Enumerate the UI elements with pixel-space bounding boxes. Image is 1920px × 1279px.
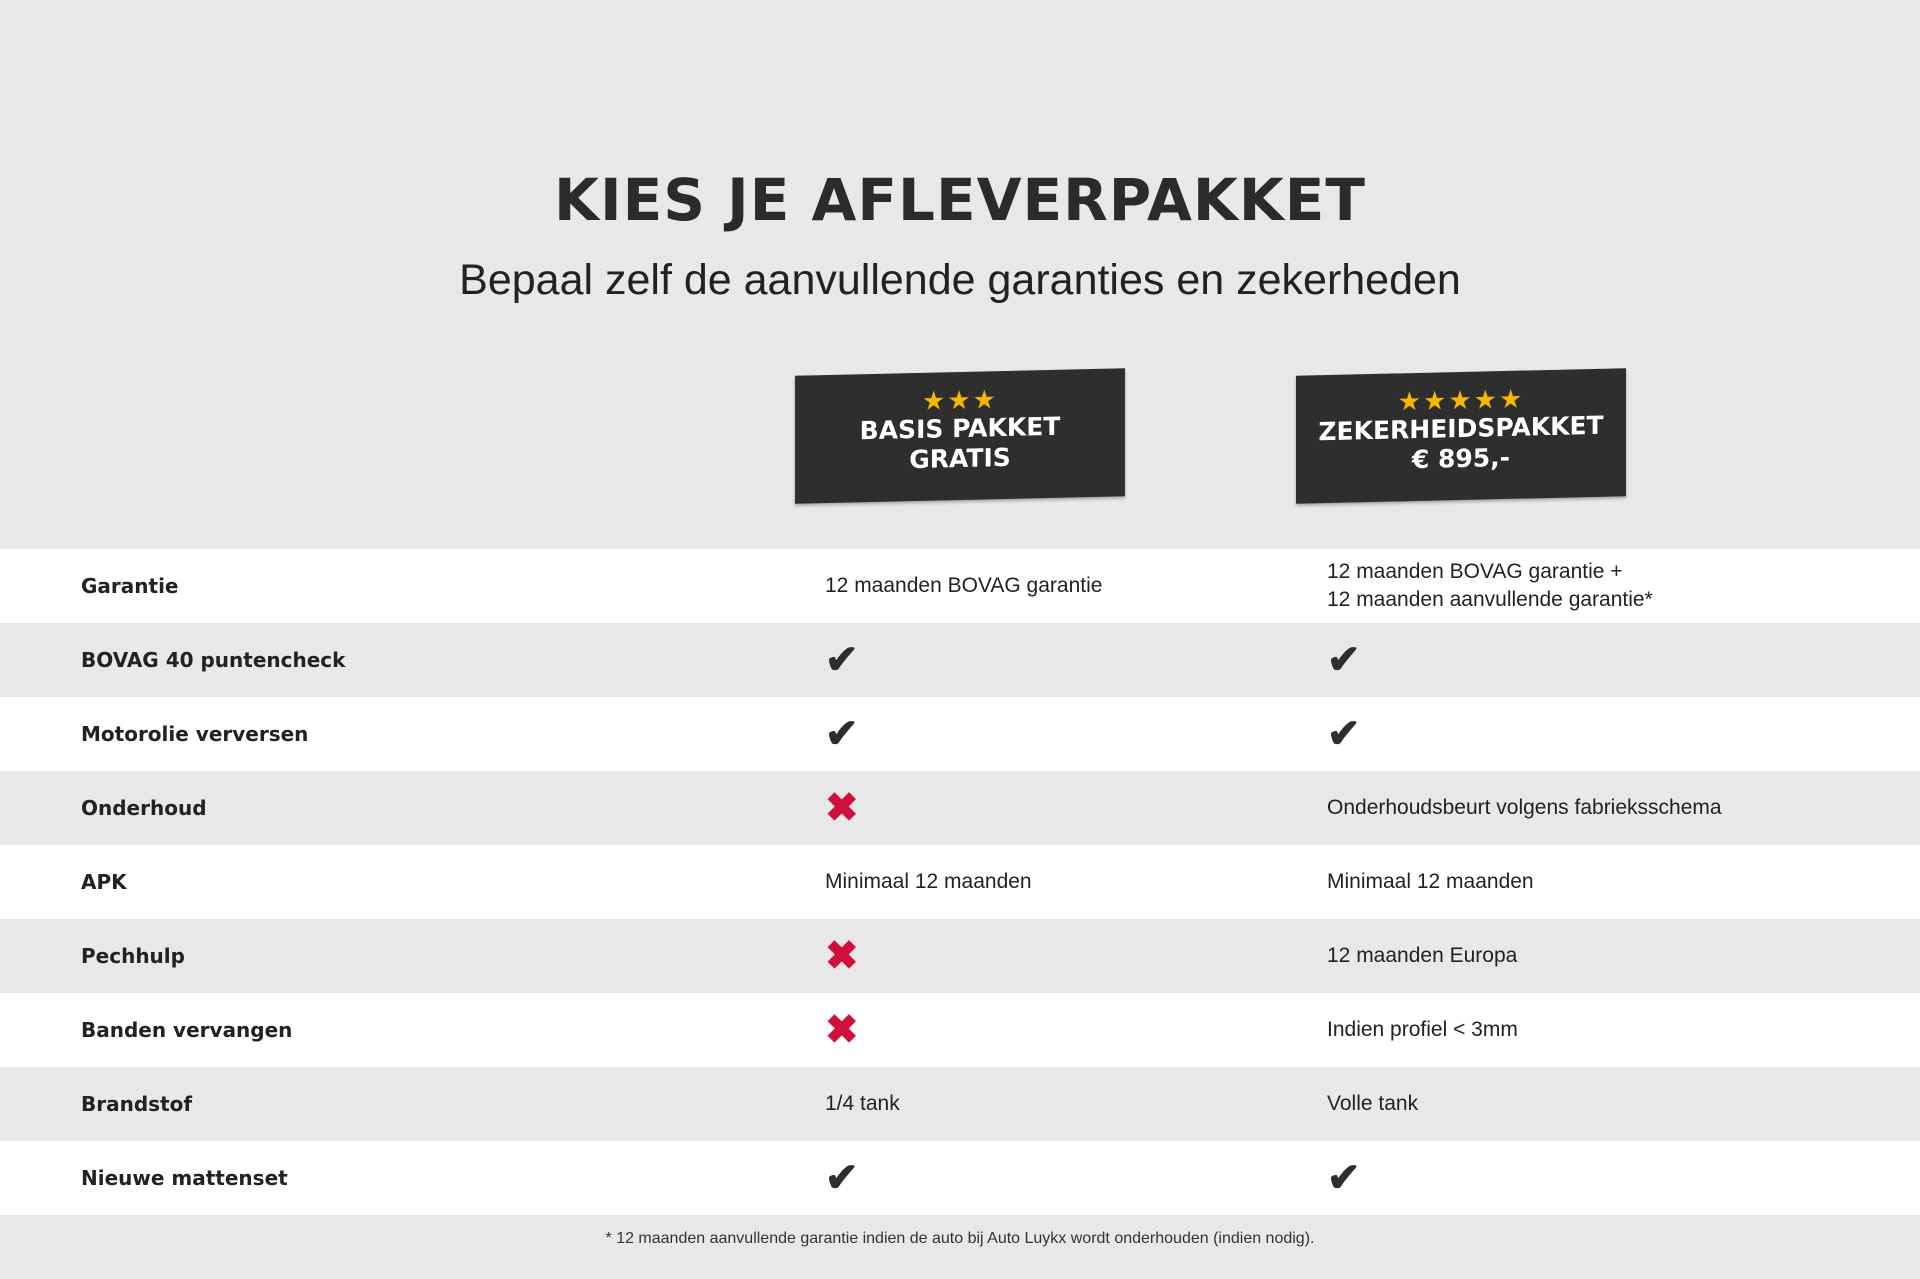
cell-text: Volle tank bbox=[1327, 1092, 1419, 1115]
table-row: BOVAG 40 puntencheck ✔ ✔ bbox=[0, 623, 1920, 697]
zekerheid-cell: 12 maanden Europa bbox=[1327, 919, 1517, 993]
row-label: BOVAG 40 puntencheck bbox=[81, 648, 346, 672]
row-label: APK bbox=[81, 870, 127, 894]
table-row: Motorolie verversen ✔ ✔ bbox=[0, 697, 1920, 771]
table-row: Brandstof 1/4 tank Volle tank bbox=[0, 1067, 1920, 1141]
basis-cell: Minimaal 12 maanden bbox=[825, 845, 1032, 919]
row-label: Onderhoud bbox=[81, 796, 207, 820]
basis-cell: ✔ bbox=[825, 623, 859, 697]
table-row: Pechhulp ✖ 12 maanden Europa bbox=[0, 919, 1920, 993]
cell-text: Minimaal 12 maanden bbox=[1327, 870, 1534, 893]
basis-cell: ✖ bbox=[825, 919, 859, 993]
check-icon: ✔ bbox=[1327, 712, 1361, 756]
check-icon: ✔ bbox=[825, 1156, 859, 1200]
cell-text: Indien profiel < 3mm bbox=[1327, 1018, 1518, 1041]
basis-cell: 1/4 tank bbox=[825, 1067, 900, 1141]
zekerheid-cell: 12 maanden BOVAG garantie + 12 maanden a… bbox=[1327, 549, 1653, 623]
page-title: KIES JE AFLEVERPAKKET bbox=[554, 166, 1366, 234]
basis-cell: ✖ bbox=[825, 993, 859, 1067]
table-row: Garantie 12 maanden BOVAG garantie 12 maan… bbox=[0, 549, 1920, 623]
row-label: Motorolie verversen bbox=[81, 722, 309, 746]
row-label: Brandstof bbox=[81, 1092, 193, 1116]
package-badge-basis: ★★★ BASIS PAKKET GRATIS bbox=[795, 368, 1125, 504]
zekerheid-cell: Minimaal 12 maanden bbox=[1327, 845, 1534, 919]
check-icon: ✔ bbox=[1327, 1156, 1361, 1200]
row-label: Banden vervangen bbox=[81, 1018, 293, 1042]
zekerheid-cell: Volle tank bbox=[1327, 1067, 1418, 1141]
cell-text: 12 maanden BOVAG garantie + 12 maanden a… bbox=[1327, 560, 1653, 611]
package-price: GRATIS bbox=[909, 442, 1011, 475]
cross-icon: ✖ bbox=[825, 1008, 859, 1052]
cell-text: 1/4 tank bbox=[825, 1092, 900, 1115]
cell-text: 12 maanden BOVAG garantie bbox=[825, 574, 1103, 597]
zekerheid-cell: ✔ bbox=[1327, 1141, 1361, 1215]
cell-text: Minimaal 12 maanden bbox=[825, 870, 1032, 893]
zekerheid-cell: Onderhoudsbeurt volgens fabrieksschema bbox=[1327, 771, 1722, 845]
row-label: Pechhulp bbox=[81, 944, 185, 968]
basis-cell: ✖ bbox=[825, 771, 859, 845]
cross-icon: ✖ bbox=[825, 786, 859, 830]
check-icon: ✔ bbox=[825, 712, 859, 756]
basis-cell: ✔ bbox=[825, 1141, 859, 1215]
table-row: Nieuwe mattenset ✔ ✔ bbox=[0, 1141, 1920, 1215]
comparison-table: Garantie 12 maanden BOVAG garantie 12 maan… bbox=[0, 549, 1920, 1215]
check-icon: ✔ bbox=[1327, 638, 1361, 682]
page-subtitle: Bepaal zelf de aanvullende garanties en … bbox=[459, 256, 1461, 304]
table-row: Onderhoud ✖ Onderhoudsbeurt volgens fabrie… bbox=[0, 771, 1920, 845]
table-row: APK Minimaal 12 maanden Minimaal 12 maande… bbox=[0, 845, 1920, 919]
zekerheid-cell: Indien profiel < 3mm bbox=[1327, 993, 1518, 1067]
cell-text: Onderhoudsbeurt volgens fabrieksschema bbox=[1327, 796, 1722, 819]
check-icon: ✔ bbox=[825, 638, 859, 682]
zekerheid-cell: ✔ bbox=[1327, 623, 1361, 697]
basis-cell: 12 maanden BOVAG garantie bbox=[825, 549, 1102, 623]
footnote: * 12 maanden aanvullende garantie indien… bbox=[605, 1230, 1315, 1247]
basis-cell: ✔ bbox=[825, 697, 859, 771]
cell-text: 12 maanden Europa bbox=[1327, 944, 1518, 967]
zekerheid-cell: ✔ bbox=[1327, 697, 1361, 771]
table-row: Banden vervangen ✖ Indien profiel < 3mm bbox=[0, 993, 1920, 1067]
row-label: Nieuwe mattenset bbox=[81, 1166, 288, 1190]
row-label: Garantie bbox=[81, 574, 179, 598]
package-badge-zekerheid: ★★★★★ ZEKERHEIDSPAKKET € 895,- bbox=[1296, 368, 1626, 504]
cross-icon: ✖ bbox=[825, 934, 859, 978]
